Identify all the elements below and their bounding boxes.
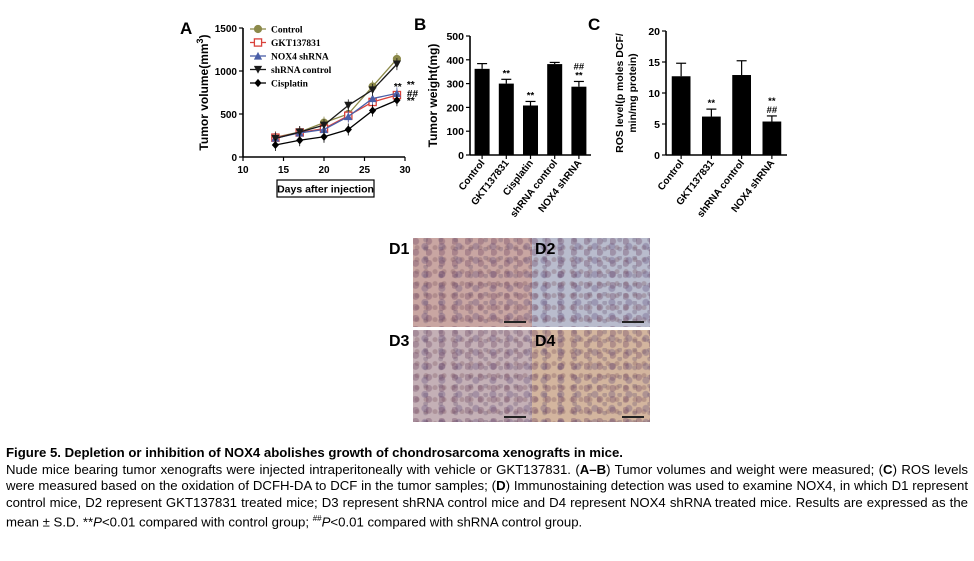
legend-label-3: shRNA control: [271, 66, 332, 76]
legend-marker-3: [253, 65, 263, 74]
y-tick-label: 500: [220, 110, 237, 121]
y-tick-label: 100: [446, 126, 464, 138]
category-label-0: Control: [656, 158, 687, 193]
data-point: [344, 112, 353, 121]
series-line-3: [275, 63, 398, 140]
bar-0: [474, 68, 490, 155]
x-tick-label: 20: [318, 165, 330, 176]
y-tick-label: 500: [446, 31, 464, 43]
series-line-1: [275, 94, 398, 139]
significance-mark: **: [394, 82, 402, 93]
significance-mark-4: **: [575, 70, 583, 81]
caption-title: Figure 5. Depletion or inhibition of NOX…: [6, 445, 623, 460]
data-point: [393, 96, 401, 105]
legend-label-0: Control: [271, 26, 303, 36]
y-tick-label: 0: [654, 150, 660, 162]
significance-mark-3: **: [768, 96, 776, 107]
bar-4: [571, 86, 587, 155]
caption-body: Nude mice bearing tumor xenografts were …: [6, 461, 969, 530]
data-point: [319, 121, 329, 130]
panel-b-bar-chart: B0100200300400500ControlGKT137831**Cispl…: [414, 15, 591, 220]
bar-3: [547, 64, 563, 155]
significance-mark-2: **: [527, 90, 535, 101]
y-axis-label-line2: min/mg protein): [627, 53, 639, 132]
panel-a-line-chart: A 0 500 1000 1500 10 15 20 25 30 Days after inject…: [180, 19, 419, 198]
x-axis-label-box: [276, 179, 375, 198]
legend-label-1: GKT137831: [271, 39, 321, 49]
y-axis-label: Tumor weight(mg): [426, 44, 440, 148]
y-axis-label: Tumor volume(mm3): [195, 34, 211, 150]
micrograph-label-d2: D2: [535, 241, 556, 258]
significance-mark-1: **: [503, 68, 511, 79]
micrograph-d4: [532, 330, 650, 422]
data-point: [344, 125, 352, 134]
micrograph-d3: [413, 330, 532, 422]
micrograph-label-d4: D4: [535, 333, 556, 350]
data-point: [271, 134, 280, 143]
significance-mark-3: ##: [767, 105, 778, 116]
legend-marker-2: [253, 51, 263, 60]
y-tick-label: 200: [446, 102, 464, 114]
bar-1: [701, 116, 721, 155]
scale-bar: [622, 321, 644, 323]
x-axis-label: Days after injection: [277, 184, 374, 196]
x-tick-label: 15: [278, 165, 290, 176]
y-tick-label: 5: [654, 119, 660, 131]
significance-mark: **: [407, 96, 415, 107]
figure-caption: Figure 5. Depletion or inhibition of NOX…: [6, 445, 968, 531]
y-tick-label: 0: [231, 153, 237, 164]
y-tick-label: 1000: [215, 67, 238, 78]
y-tick-label: 0: [458, 150, 464, 162]
panel-label: B: [414, 15, 426, 34]
panel-a-label: A: [180, 19, 192, 38]
y-tick-label: 15: [648, 57, 660, 69]
scale-bar: [504, 416, 526, 418]
scale-bar: [504, 321, 526, 323]
legend-marker-1: [253, 38, 263, 47]
micrograph-label-d3: D3: [389, 333, 410, 350]
micrograph-label-d1: D1: [389, 241, 410, 258]
micrograph-d1: [413, 238, 532, 327]
y-tick-label: 1500: [215, 24, 238, 35]
data-point: [320, 132, 328, 141]
significance-mark: ##: [407, 89, 419, 100]
data-point: [392, 60, 401, 69]
legend-marker-0: [253, 24, 263, 34]
data-point: [295, 128, 304, 137]
x-tick-label: 10: [237, 165, 249, 176]
y-tick-label: 10: [648, 88, 660, 100]
data-point: [369, 106, 377, 115]
x-tick-label: 25: [359, 165, 371, 176]
significance-mark: **: [407, 80, 415, 91]
bar-3: [762, 121, 782, 155]
x-tick-label: 30: [399, 165, 411, 176]
bar-0: [671, 76, 691, 155]
legend-label-4: Cisplatin: [271, 80, 309, 90]
micrograph-d2: [532, 238, 650, 327]
y-axis-label-line1: ROS level(p moles DCF/: [614, 33, 626, 153]
panel-label: C: [588, 15, 600, 34]
series-line-4: [275, 99, 398, 146]
data-point: [296, 136, 304, 145]
bar-2: [522, 105, 539, 155]
y-tick-label: 400: [446, 55, 464, 67]
data-point: [392, 89, 401, 97]
significance-mark-4: ##: [574, 61, 585, 72]
data-point: [344, 101, 353, 110]
bar-2: [732, 75, 752, 155]
data-point: [368, 86, 377, 95]
data-point: [368, 94, 377, 103]
y-tick-label: 20: [648, 26, 660, 38]
scale-bar: [622, 416, 644, 418]
significance-mark-1: **: [708, 98, 716, 109]
data-point: [271, 140, 279, 150]
bar-1: [498, 83, 514, 155]
y-tick-label: 300: [446, 79, 464, 91]
legend-label-2: NOX4 shRNA: [271, 53, 329, 63]
legend-marker-4: [254, 78, 262, 88]
